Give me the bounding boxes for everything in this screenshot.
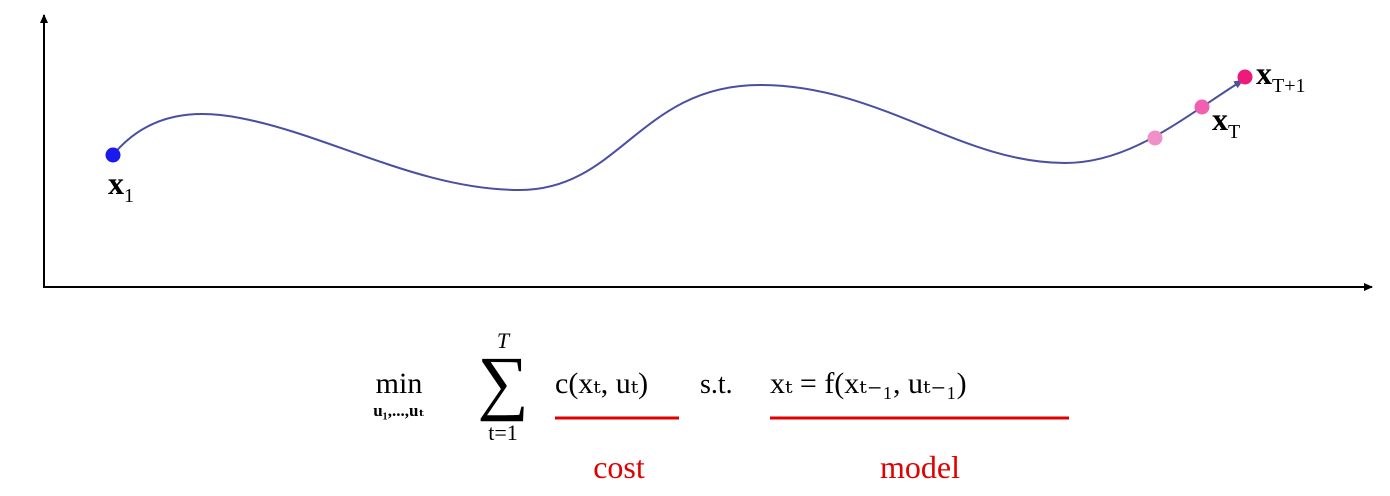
formula-st: s.t. bbox=[700, 369, 733, 400]
formula-sum-top: T bbox=[497, 328, 511, 353]
label-sub: T+1 bbox=[1272, 75, 1306, 97]
formula-min-sub: u₁,...,uₜ bbox=[373, 401, 425, 420]
state-point bbox=[1147, 130, 1163, 146]
label-sub: 1 bbox=[124, 185, 134, 207]
formula-sum-bottom: t=1 bbox=[488, 420, 518, 445]
formula-cost: c(xₜ, uₜ) bbox=[555, 367, 648, 400]
label-base: x bbox=[1212, 101, 1228, 137]
formula-sum: ∑ bbox=[477, 342, 528, 422]
trajectory bbox=[112, 79, 1244, 192]
model-label: model bbox=[880, 449, 960, 485]
cost-label: cost bbox=[593, 449, 645, 485]
label-base: x bbox=[1256, 55, 1272, 91]
state-label: x1 bbox=[108, 165, 134, 207]
label-base: x bbox=[108, 165, 124, 201]
state-label: xT bbox=[1212, 101, 1240, 143]
state-label: xT+1 bbox=[1256, 55, 1306, 97]
next-point bbox=[1237, 69, 1253, 85]
formula-model: xₜ = f(xₜ₋₁, uₜ₋₁) bbox=[770, 367, 967, 400]
state-point bbox=[1194, 99, 1210, 115]
formula-min: min bbox=[376, 367, 423, 400]
start-point bbox=[105, 147, 121, 163]
label-sub: T bbox=[1228, 121, 1240, 143]
